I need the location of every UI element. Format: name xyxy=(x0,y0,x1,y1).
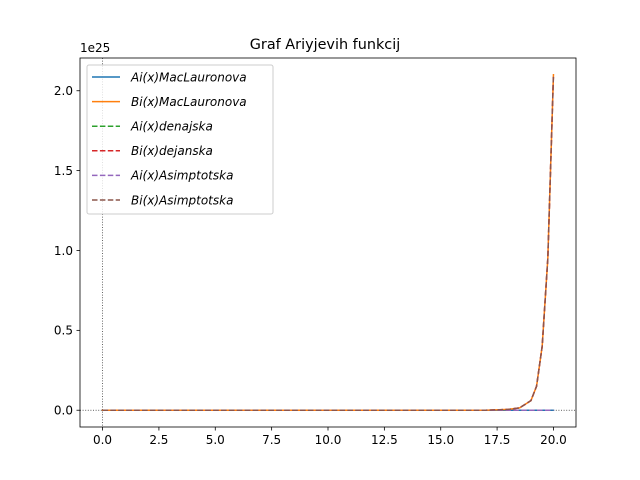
legend-label-3: Ai(x)denajska xyxy=(130,120,213,134)
y-tick-label: 2.0 xyxy=(54,84,73,98)
y-tick-label: 0.0 xyxy=(54,404,73,418)
x-tick-label: 0.0 xyxy=(93,433,112,447)
plot-area xyxy=(79,57,577,428)
chart-title: Graf Ariyjevih funkcij xyxy=(250,37,400,53)
y-tick-label: 0.5 xyxy=(54,324,73,338)
legend-entries: Ai(x)MacLauronova Bi(x)MacLauronova Ai(x)d… xyxy=(92,70,247,207)
legend-box xyxy=(86,64,274,215)
series-layer xyxy=(101,73,555,411)
y-axis: 0.0 0.5 1.0 1.5 2.0 xyxy=(54,84,80,418)
x-tick-label: 15.0 xyxy=(427,433,454,447)
y-tick-label: 1.0 xyxy=(54,244,73,258)
x-tick-label: 17.5 xyxy=(484,433,511,447)
legend-label-4: Bi(x)dejanska xyxy=(131,144,213,158)
x-tick-label: 7.5 xyxy=(262,433,281,447)
legend-label-5: Ai(x)Asimptotska xyxy=(130,169,233,183)
x-axis: 0.0 2.5 5.0 7.5 10.0 12.5 15.0 17.5 20.0 xyxy=(93,427,567,447)
x-tick-label: 12.5 xyxy=(371,433,398,447)
series-line-6 xyxy=(102,74,555,411)
y-axis-offset-label: 1e25 xyxy=(80,41,110,55)
x-tick-label: 10.0 xyxy=(315,433,342,447)
legend-label-2: Bi(x)MacLauronova xyxy=(131,95,247,109)
legend-label-6: Bi(x)Asimptotska xyxy=(131,193,233,207)
legend: Ai(x)MacLauronova Bi(x)MacLauronova Ai(x)d… xyxy=(86,64,274,215)
x-tick-label: 5.0 xyxy=(206,433,225,447)
x-tick-label: 2.5 xyxy=(149,433,168,447)
y-tick-label: 1.5 xyxy=(54,164,73,178)
x-tick-label: 20.0 xyxy=(540,433,567,447)
legend-label-1: Ai(x)MacLauronova xyxy=(130,70,247,84)
